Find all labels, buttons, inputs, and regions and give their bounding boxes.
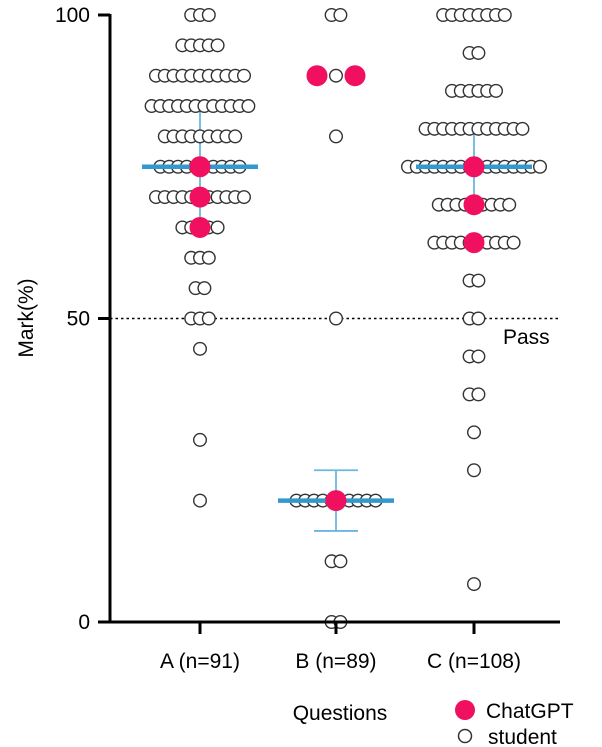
chatgpt-point [189,216,211,238]
legend-chatgpt-marker [455,700,475,720]
x-tick-label-0: A (n=91) [160,650,240,673]
legend-chatgpt-label: ChatGPT [486,700,574,723]
chatgpt-points-group [189,65,485,512]
student-point [228,129,243,144]
student-point [201,311,216,326]
student-point [192,341,207,356]
student-point [471,273,486,288]
x-tick-label-1: B (n=89) [295,650,376,673]
student-point [236,190,251,205]
legend-student-label: student [488,726,557,747]
student-point [201,7,216,23]
student-point [467,577,482,592]
y-tick-label-100: 100 [55,4,90,27]
chatgpt-point [463,232,485,254]
chatgpt-point [306,65,328,87]
pass-label: Pass [503,326,550,349]
student-point [471,311,486,326]
student-point [467,463,482,478]
student-point [329,311,344,326]
student-point [533,159,548,174]
x-tick-label-2: C (n=108) [427,650,521,673]
chatgpt-point [325,490,347,512]
student-point [471,387,486,402]
legend-student-marker [457,728,473,744]
student-point [333,7,348,23]
student-point [329,68,344,83]
student-point [515,121,530,136]
student-point [210,38,225,53]
y-axis-title: Mark(%) [15,278,38,357]
student-point [241,99,256,114]
student-point [471,45,486,60]
chatgpt-point [463,194,485,216]
y-tick-label-0: 0 [78,611,90,634]
student-point [333,554,348,569]
student-point [497,7,512,23]
x-axis-title: Questions [293,702,388,725]
student-point [467,425,482,440]
student-point [471,349,486,364]
student-point [192,432,207,447]
student-point [506,235,521,250]
student-point [329,129,344,144]
chatgpt-point [463,156,485,178]
student-point [192,493,207,508]
axes-group: 0 50 100 A (n=91) B (n=89) C (n=108) [55,4,560,673]
y-tick-label-50: 50 [67,308,90,331]
chatgpt-point [344,65,366,87]
student-point [502,197,517,212]
chatgpt-point [189,186,211,208]
student-point [236,68,251,83]
student-point [210,220,225,235]
student-point [201,250,216,265]
legend: ChatGPT student [455,700,574,747]
chatgpt-point [189,156,211,178]
student-point [197,281,212,296]
student-point [489,83,504,98]
